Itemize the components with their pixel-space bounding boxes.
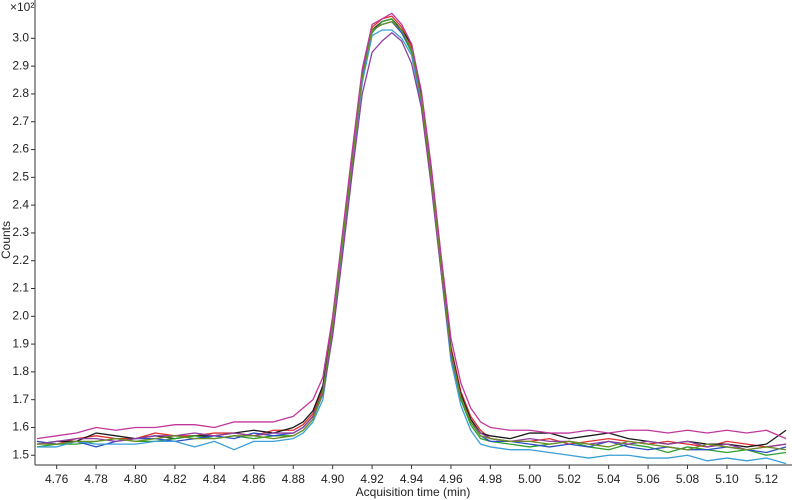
y-tick-label: 1.5: [12, 447, 29, 461]
x-tick-label: 4.94: [400, 472, 424, 486]
y-multiplier: ×10²: [10, 0, 34, 14]
x-tick-label: 5.00: [518, 472, 542, 486]
x-tick-label: 4.92: [360, 472, 384, 486]
x-tick-label: 5.02: [558, 472, 582, 486]
series-line: [36, 21, 787, 451]
y-tick-label: 1.9: [12, 336, 29, 350]
y-tick-label: 1.7: [12, 392, 29, 406]
series-line: [36, 18, 787, 448]
x-tick-label: 5.04: [597, 472, 621, 486]
y-tick-label: 3.0: [12, 31, 29, 45]
series-line: [36, 29, 787, 465]
x-tick-label: 4.96: [439, 472, 463, 486]
series-line: [36, 15, 787, 448]
y-tick-label: 2.2: [12, 253, 29, 267]
x-tick-label: 4.90: [321, 472, 345, 486]
y-tick-label: 2.0: [12, 308, 29, 322]
y-tick-label: 2.7: [12, 114, 29, 128]
x-tick-label: 4.82: [163, 472, 187, 486]
y-tick-label: 2.9: [12, 58, 29, 72]
y-axis-label: Counts: [0, 221, 13, 259]
x-tick-label: 4.86: [242, 472, 266, 486]
x-tick-label: 5.06: [636, 472, 660, 486]
series-line: [36, 18, 787, 456]
y-tick-label: 2.6: [12, 142, 29, 156]
x-tick-label: 5.12: [755, 472, 779, 486]
x-tick-label: 5.10: [715, 472, 739, 486]
y-tick-label: 1.8: [12, 364, 29, 378]
series-line: [36, 32, 787, 451]
y-tick-label: 2.1: [12, 281, 29, 295]
x-tick-label: 4.78: [84, 472, 108, 486]
y-tick-label: 2.4: [12, 197, 29, 211]
y-tick-label: 1.6: [12, 420, 29, 434]
x-tick-label: 4.80: [124, 472, 148, 486]
plot-area: [36, 12, 787, 465]
x-tick-label: 5.08: [676, 472, 700, 486]
series-line: [36, 12, 787, 440]
y-tick-label: 2.8: [12, 86, 29, 100]
x-tick-label: 4.76: [45, 472, 69, 486]
x-tick-label: 4.88: [282, 472, 306, 486]
x-tick-label: 4.98: [479, 472, 503, 486]
series-line: [36, 21, 787, 454]
y-tick-label: 2.3: [12, 225, 29, 239]
x-axis-label: Acquisition time (min): [356, 485, 471, 499]
y-tick-label: 2.5: [12, 169, 29, 183]
x-tick-label: 4.84: [203, 472, 227, 486]
